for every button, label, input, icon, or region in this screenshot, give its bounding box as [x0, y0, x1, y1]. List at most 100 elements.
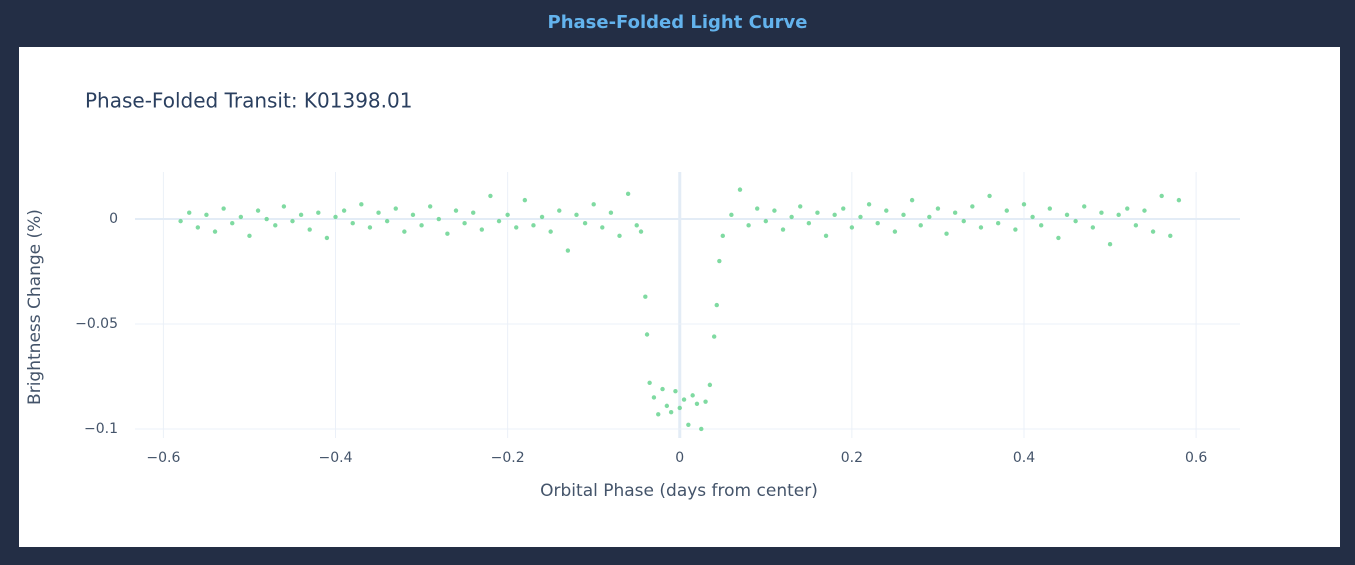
data-point — [1030, 214, 1035, 220]
data-point — [690, 393, 695, 398]
data-point — [539, 214, 545, 220]
data-point — [247, 233, 252, 239]
data-point — [1168, 233, 1173, 239]
x-tick-label: 0.4 — [1013, 450, 1035, 466]
x-tick-label: 0 — [675, 450, 684, 466]
data-point — [703, 399, 708, 404]
data-point — [729, 212, 734, 218]
data-point — [514, 225, 519, 230]
data-point — [673, 388, 678, 394]
data-point — [548, 229, 553, 234]
data-point — [970, 204, 975, 209]
data-point — [780, 227, 786, 232]
data-point — [1056, 235, 1061, 241]
data-point — [617, 233, 622, 239]
data-point — [1082, 204, 1087, 209]
data-point — [668, 409, 674, 415]
data-point — [324, 235, 330, 241]
data-point — [1142, 208, 1147, 213]
data-point — [952, 210, 958, 215]
data-point — [479, 227, 485, 232]
data-point — [522, 197, 528, 203]
chart-title: Phase-Folded Transit: K01398.01 — [85, 89, 412, 113]
data-point — [909, 197, 915, 203]
data-point — [187, 210, 192, 215]
data-point — [644, 332, 650, 337]
data-point — [978, 225, 984, 230]
data-point — [901, 212, 906, 218]
data-point — [565, 248, 571, 253]
data-point — [359, 202, 364, 207]
data-point — [720, 233, 725, 239]
data-point — [350, 221, 355, 226]
data-point — [410, 212, 416, 218]
data-point — [944, 231, 949, 236]
data-point — [806, 221, 812, 226]
data-point — [884, 208, 889, 213]
data-point — [273, 223, 278, 228]
data-point — [1073, 218, 1078, 224]
data-point — [574, 212, 579, 218]
y-tick-label: 0 — [109, 211, 118, 227]
data-point — [600, 225, 605, 230]
data-point — [316, 210, 321, 215]
data-point — [608, 210, 614, 215]
data-point — [445, 231, 450, 236]
data-point — [694, 401, 700, 406]
data-point — [961, 218, 966, 224]
data-point — [1013, 227, 1018, 232]
x-tick-label: −0.4 — [319, 450, 353, 466]
data-point — [875, 221, 880, 226]
data-point — [367, 225, 373, 230]
data-point — [935, 206, 941, 211]
data-point — [1047, 206, 1053, 211]
data-point — [230, 221, 235, 226]
data-point — [995, 221, 1001, 226]
x-tick-label: 0.6 — [1185, 450, 1207, 466]
y-axis-title: Brightness Change (%) — [25, 209, 45, 405]
data-point — [1116, 212, 1121, 218]
data-point — [1125, 206, 1130, 211]
data-point — [686, 422, 691, 427]
data-point — [737, 187, 743, 192]
data-point — [1039, 223, 1044, 228]
data-point — [918, 223, 923, 228]
data-point — [307, 227, 312, 232]
panel: Phase-Folded Transit: K01398.01 Orbital … — [19, 47, 1340, 547]
data-point — [255, 208, 261, 213]
data-point — [238, 214, 244, 220]
data-point — [427, 204, 433, 209]
data-point — [204, 212, 209, 218]
y-tick-label: −0.05 — [75, 316, 118, 332]
data-point — [195, 225, 201, 230]
data-point — [496, 218, 502, 224]
x-tick-label: −0.2 — [491, 450, 525, 466]
data-point — [178, 218, 183, 224]
data-point — [341, 208, 347, 213]
data-point — [471, 210, 476, 215]
data-point — [333, 214, 338, 220]
x-axis-title: Orbital Phase (days from center) — [540, 481, 818, 501]
data-point — [298, 212, 304, 218]
data-point — [892, 229, 898, 234]
data-point — [647, 380, 652, 385]
data-point — [772, 208, 777, 213]
data-point — [634, 223, 639, 228]
data-point — [505, 212, 510, 218]
data-point — [1064, 212, 1070, 218]
data-point — [651, 395, 657, 400]
data-point — [376, 210, 381, 215]
data-point — [591, 202, 596, 207]
data-point — [664, 403, 670, 409]
data-point — [681, 397, 687, 402]
data-point — [714, 302, 719, 308]
data-point — [1090, 225, 1096, 230]
data-point — [1004, 208, 1009, 213]
data-point — [823, 233, 829, 239]
data-point — [643, 294, 648, 299]
data-point — [221, 206, 226, 211]
data-point — [453, 208, 459, 213]
y-tick-label: −0.1 — [84, 421, 118, 437]
data-point — [1176, 197, 1182, 203]
